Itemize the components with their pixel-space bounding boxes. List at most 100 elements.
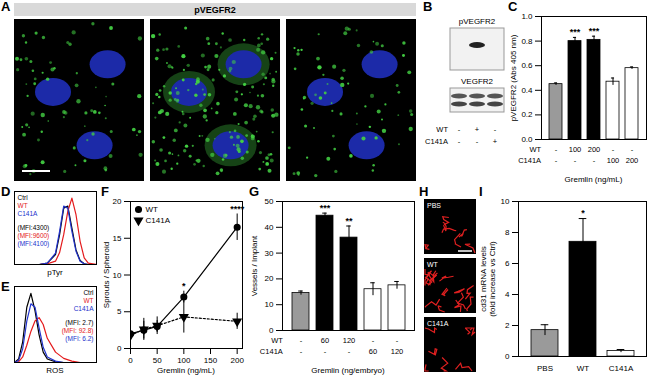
svg-text:-: - <box>555 145 558 154</box>
svg-text:30: 30 <box>265 249 274 258</box>
svg-text:****: **** <box>230 204 245 214</box>
svg-text:0: 0 <box>269 326 274 335</box>
svg-text:1.0: 1.0 <box>521 12 533 21</box>
svg-text:2: 2 <box>505 321 510 330</box>
svg-text:(MFI: 2.7): (MFI: 2.7) <box>65 319 93 327</box>
svg-text:Ctrl: Ctrl <box>83 289 94 296</box>
svg-text:pVEGFR2: pVEGFR2 <box>194 5 236 15</box>
html-text:D: D <box>1 184 11 199</box>
svg-text:(MFI:4100): (MFI:4100) <box>18 240 50 248</box>
svg-text:-: - <box>300 336 303 345</box>
html-text:A: A <box>1 0 11 14</box>
html-text:cd31 mRNA levels (fold increas: cd31 mRNA levels (fold increase vs Ctrl) <box>478 240 496 317</box>
svg-text:-: - <box>396 336 399 345</box>
svg-text:100: 100 <box>177 356 191 365</box>
svg-text:0.4: 0.4 <box>521 86 533 95</box>
svg-text:10: 10 <box>265 300 274 309</box>
svg-text:0.8: 0.8 <box>521 37 533 46</box>
svg-text:(MFI:4300): (MFI:4300) <box>18 224 50 232</box>
svg-text:-: - <box>612 145 615 154</box>
svg-text:-: - <box>555 156 558 165</box>
svg-text:+: + <box>475 125 480 134</box>
svg-text:WT: WT <box>271 336 283 345</box>
svg-text:C141A: C141A <box>18 210 39 217</box>
svg-text:-: - <box>372 336 375 345</box>
svg-text:***: *** <box>570 27 581 37</box>
svg-text:WT: WT <box>83 297 93 304</box>
svg-text:5: 5 <box>117 307 122 316</box>
svg-text:200: 200 <box>588 145 601 154</box>
svg-text:0.6: 0.6 <box>521 61 533 70</box>
svg-text:C141A: C141A <box>425 137 448 146</box>
svg-text:**: ** <box>345 216 353 226</box>
svg-text:(MFI: 92.8): (MFI: 92.8) <box>62 327 94 335</box>
svg-text:10: 10 <box>113 271 122 280</box>
svg-text:8: 8 <box>505 228 510 237</box>
svg-text:150: 150 <box>204 356 218 365</box>
svg-text:-: - <box>593 156 596 165</box>
svg-text:C141A: C141A <box>146 216 171 225</box>
html-text:Vessels / Implant: Vessels / Implant <box>248 235 258 296</box>
html-text:H: H <box>419 184 429 199</box>
svg-text:0: 0 <box>117 344 122 353</box>
svg-text:C141A: C141A <box>260 347 283 356</box>
svg-text:C141A: C141A <box>427 320 449 327</box>
svg-text:100: 100 <box>607 156 620 165</box>
svg-text:***: *** <box>589 26 600 36</box>
svg-text:-: - <box>631 145 634 154</box>
svg-text:WT: WT <box>427 261 439 268</box>
svg-text:C141A: C141A <box>518 156 541 165</box>
svg-text:0.2: 0.2 <box>521 110 533 119</box>
svg-text:50: 50 <box>153 356 162 365</box>
svg-text:-: - <box>348 347 351 356</box>
svg-text:60: 60 <box>369 347 377 356</box>
svg-text:6: 6 <box>505 259 510 268</box>
svg-text:0.0: 0.0 <box>521 135 533 144</box>
html-text:B: B <box>423 0 433 14</box>
svg-text:WT: WT <box>436 125 448 134</box>
svg-text:0: 0 <box>128 356 133 365</box>
svg-text:pVEGFR2: pVEGFR2 <box>459 17 496 26</box>
svg-text:-: - <box>494 125 497 134</box>
html-text:Sprouts / Spheroid: Sprouts / Spheroid <box>100 241 110 308</box>
svg-text:*: * <box>581 208 585 218</box>
svg-text:200: 200 <box>626 156 639 165</box>
svg-text:WT: WT <box>529 145 541 154</box>
svg-text:4: 4 <box>505 290 510 299</box>
svg-text:Ctrl: Ctrl <box>18 194 29 201</box>
svg-text:VEGFR2: VEGFR2 <box>461 77 494 86</box>
svg-text:C141A: C141A <box>609 364 634 373</box>
svg-text:60: 60 <box>321 336 329 345</box>
svg-text:PBS: PBS <box>537 364 553 373</box>
svg-text:20: 20 <box>113 197 122 206</box>
svg-text:15: 15 <box>113 234 122 243</box>
svg-text:WT: WT <box>18 202 28 209</box>
svg-text:PBS: PBS <box>427 202 441 209</box>
svg-text:40: 40 <box>265 223 274 232</box>
svg-text:WT: WT <box>146 205 159 214</box>
svg-text:-: - <box>458 137 461 146</box>
svg-text:20: 20 <box>265 274 274 283</box>
svg-text:WT: WT <box>577 364 590 373</box>
svg-text:200: 200 <box>230 356 244 365</box>
svg-text:120: 120 <box>391 347 404 356</box>
svg-text:-: - <box>300 347 303 356</box>
svg-text:-: - <box>574 156 577 165</box>
svg-text:*: * <box>182 281 186 291</box>
svg-text:10: 10 <box>501 197 510 206</box>
svg-text:(MFI:9600): (MFI:9600) <box>18 232 50 240</box>
svg-text:-: - <box>324 347 327 356</box>
svg-text:120: 120 <box>343 336 356 345</box>
svg-text:50: 50 <box>265 197 274 206</box>
html-text:C: C <box>508 0 518 14</box>
svg-text:0: 0 <box>505 352 510 361</box>
svg-text:C141A: C141A <box>74 305 95 312</box>
svg-text:-: - <box>458 125 461 134</box>
svg-text:(MFI: 6.2): (MFI: 6.2) <box>65 335 93 343</box>
svg-text:***: *** <box>320 203 331 213</box>
svg-text:-: - <box>476 137 479 146</box>
svg-text:+: + <box>493 137 498 146</box>
svg-text:100: 100 <box>569 145 582 154</box>
html-text:G: G <box>249 184 260 199</box>
html-text:pVEGFR2 (Abs 405 nm): pVEGFR2 (Abs 405 nm) <box>507 34 517 121</box>
